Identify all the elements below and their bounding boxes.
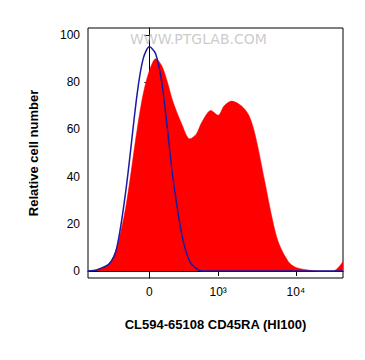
svg-text:40: 40 <box>67 170 81 184</box>
svg-text:60: 60 <box>67 122 81 136</box>
svg-text:100: 100 <box>60 28 80 42</box>
svg-text:WWW.PTGLAB.COM: WWW.PTGLAB.COM <box>130 31 267 47</box>
svg-text:0: 0 <box>73 264 80 278</box>
svg-text:0: 0 <box>146 285 153 299</box>
svg-text:80: 80 <box>67 75 81 89</box>
svg-text:CL594-65108 CD45RA (HI100): CL594-65108 CD45RA (HI100) <box>125 317 307 332</box>
svg-text:10³: 10³ <box>209 285 226 299</box>
svg-text:10⁴: 10⁴ <box>287 285 306 299</box>
svg-text:20: 20 <box>67 217 81 231</box>
svg-text:Relative cell number: Relative cell number <box>26 90 41 216</box>
